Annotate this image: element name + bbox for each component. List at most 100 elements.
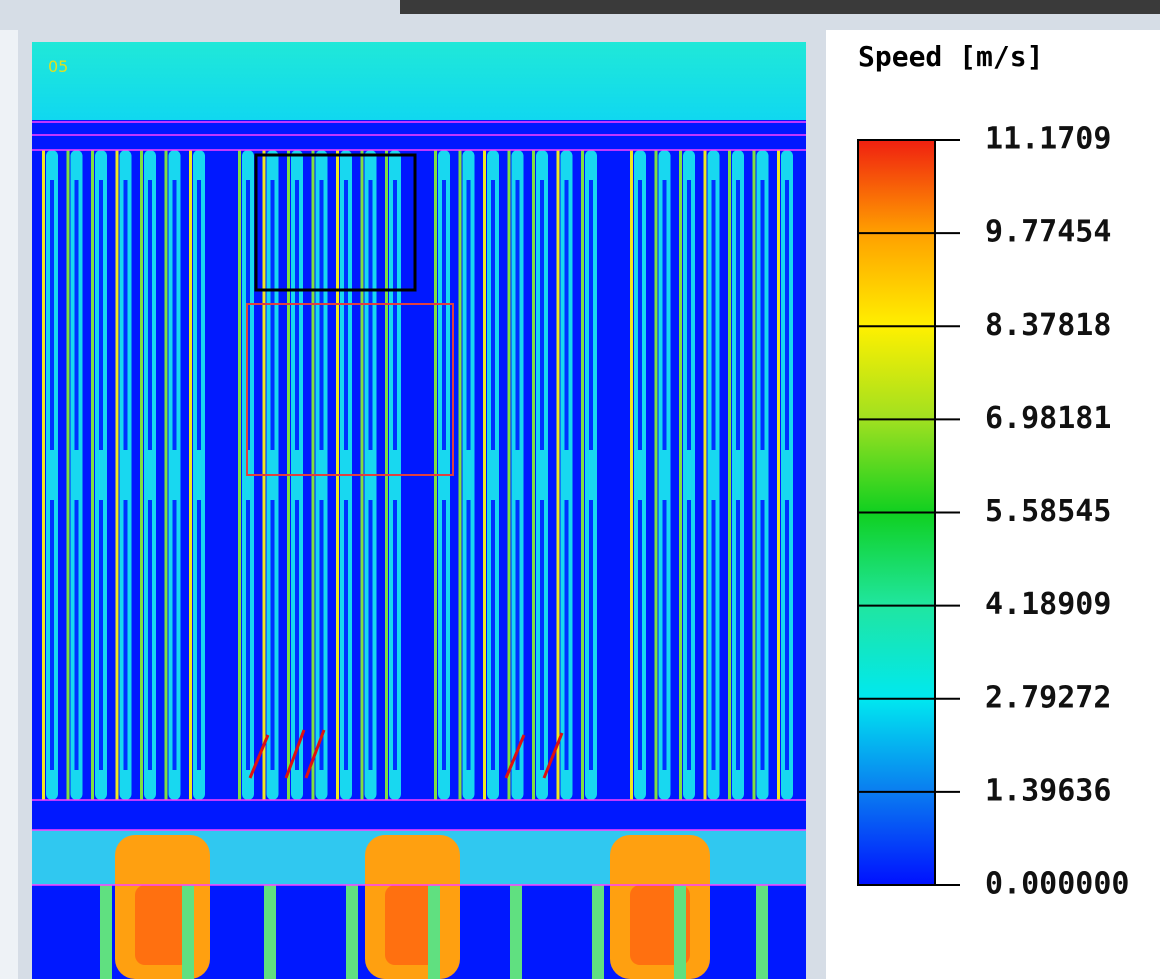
blue-core: [172, 180, 177, 450]
side-panel: [0, 30, 18, 979]
blue-core: [540, 180, 544, 450]
cyan-stripe: [462, 150, 475, 800]
green-gap: [756, 885, 768, 979]
cyan-stripe: [144, 150, 156, 800]
colorbar-label: 8.37818: [985, 308, 1111, 343]
green-gap: [182, 885, 194, 979]
cyan-stripe: [168, 150, 181, 800]
cyan-stripe: [536, 150, 548, 800]
colorbar-label: 11.1709: [985, 122, 1111, 157]
blue-core: [589, 180, 593, 450]
blue-core: [736, 500, 740, 770]
blue-core: [99, 180, 103, 450]
yellow-stripe: [115, 150, 119, 800]
cyan-stripe: [658, 150, 671, 800]
cyan-stripe: [95, 150, 107, 800]
blue-core: [711, 500, 716, 770]
cyan-stripe: [634, 150, 646, 800]
yellow-stripe: [630, 150, 633, 800]
arrow: [504, 734, 526, 779]
arrow: [542, 732, 564, 779]
cyan-stripe: [511, 150, 524, 800]
yellow-stripe: [164, 150, 168, 800]
green-gap: [510, 885, 522, 979]
blue-core: [123, 180, 128, 450]
blue-core: [466, 180, 471, 450]
blue-core: [711, 180, 716, 450]
blue-core: [50, 180, 54, 450]
blue-core: [99, 500, 103, 770]
blue-core: [344, 180, 348, 450]
cyan-stripe: [487, 150, 499, 800]
yellow-stripe: [458, 150, 462, 800]
colorbar-label: 1.39636: [985, 773, 1111, 808]
hot-core: [385, 885, 440, 965]
yellow-stripe: [556, 150, 560, 800]
blue-core: [148, 500, 152, 770]
blue-core: [687, 500, 691, 770]
arrow: [284, 729, 306, 779]
blue-core: [638, 500, 642, 770]
blue-core: [74, 180, 79, 450]
blue-core: [515, 500, 520, 770]
green-gap: [428, 885, 440, 979]
blue-core: [491, 180, 495, 450]
cyan-stripe: [70, 150, 83, 800]
blue-core: [785, 500, 789, 770]
blue-core: [442, 180, 446, 450]
blue-core: [270, 500, 275, 770]
blue-core: [589, 500, 593, 770]
blue-core: [123, 500, 128, 770]
blue-core: [270, 180, 275, 450]
yellow-stripe: [140, 150, 143, 800]
yellow-stripe: [91, 150, 94, 800]
yellow-stripe: [42, 150, 45, 800]
blue-core: [687, 180, 691, 450]
field-bg: [32, 42, 806, 979]
plot-label: 05: [48, 57, 68, 76]
blue-core: [50, 500, 54, 770]
blue-core: [295, 180, 299, 450]
cyan-stripe: [560, 150, 573, 800]
blue-core: [246, 500, 250, 770]
blue-core: [393, 500, 397, 770]
colorbar-label: 4.18909: [985, 587, 1111, 622]
blue-core: [393, 180, 397, 450]
yellow-stripe: [238, 150, 241, 800]
black-box: [254, 153, 417, 292]
blue-core: [442, 500, 446, 770]
blue-core: [319, 180, 324, 450]
blue-core: [295, 500, 299, 770]
yellow-stripe: [752, 150, 756, 800]
blue-core: [540, 500, 544, 770]
blue-core: [148, 180, 152, 450]
cyan-stripe: [46, 150, 58, 800]
yellow-stripe: [679, 150, 682, 800]
colorbar-label: 5.58545: [985, 494, 1111, 529]
yellow-stripe: [66, 150, 70, 800]
yellow-stripe: [703, 150, 707, 800]
yellow-stripe: [532, 150, 535, 800]
legend-title: Speed [m/s]: [858, 40, 1043, 73]
cyan-stripe: [707, 150, 720, 800]
red-box: [246, 303, 454, 476]
green-gap: [264, 885, 276, 979]
colorbar-label: 0.000000: [985, 867, 1130, 902]
arrows: [248, 729, 564, 779]
arrow: [248, 734, 270, 779]
blue-core: [736, 180, 740, 450]
velocity-field: [32, 42, 850, 979]
cyan-stripe: [781, 150, 793, 800]
blue-core: [197, 500, 201, 770]
blue-core: [785, 180, 789, 450]
blue-core: [638, 180, 642, 450]
blue-core: [172, 500, 177, 770]
top-band: [32, 42, 806, 120]
blue-core: [760, 180, 765, 450]
blue-core: [662, 180, 667, 450]
blue-core: [74, 500, 79, 770]
blue-core: [515, 180, 520, 450]
top-bar: [400, 0, 1160, 14]
blue-core: [760, 500, 765, 770]
